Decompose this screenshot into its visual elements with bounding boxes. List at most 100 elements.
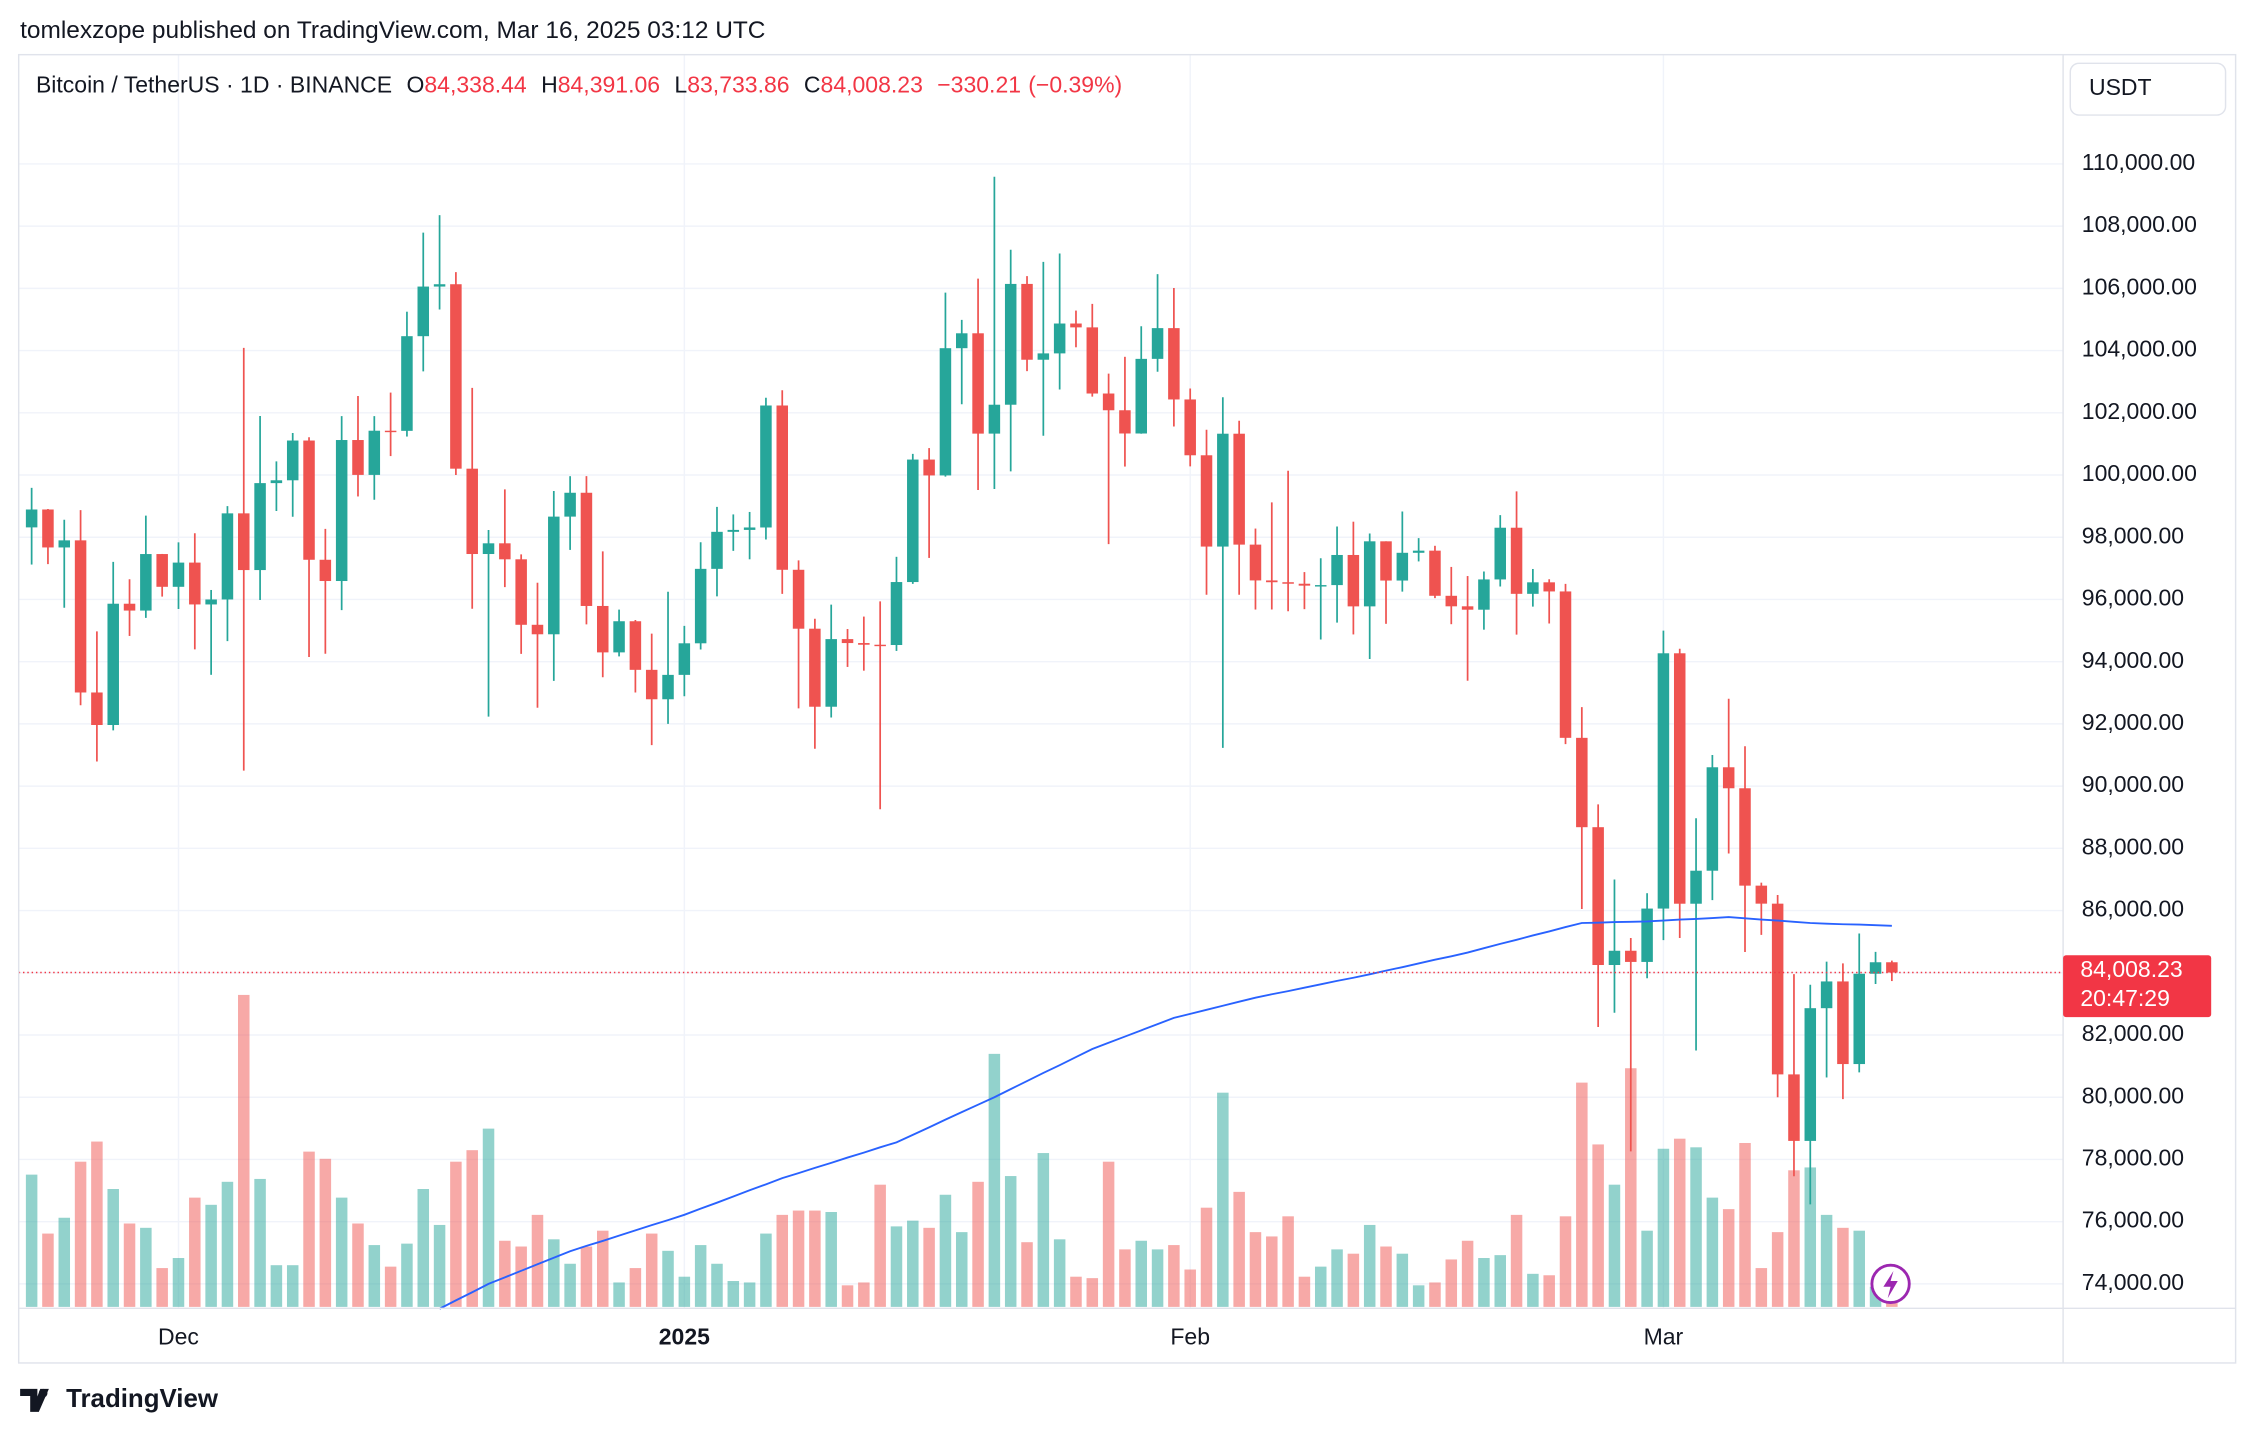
volume-bar bbox=[760, 1233, 772, 1307]
volume-bar bbox=[286, 1265, 299, 1307]
y-tick-label: 106,000.00 bbox=[2082, 273, 2197, 299]
volume-bar bbox=[189, 1197, 201, 1307]
volume-bar bbox=[123, 1223, 136, 1307]
volume-bar bbox=[874, 1184, 886, 1307]
candle-body bbox=[1151, 328, 1164, 359]
volume-bar bbox=[1527, 1273, 1539, 1307]
candle-body bbox=[548, 516, 560, 635]
y-tick-label: 92,000.00 bbox=[2082, 709, 2184, 735]
candle-body bbox=[1543, 582, 1555, 592]
x-tick-label: Dec bbox=[158, 1324, 199, 1350]
volume-bar bbox=[1200, 1207, 1213, 1307]
candle-body bbox=[352, 440, 364, 475]
candle-body bbox=[662, 674, 674, 700]
volume-bar bbox=[1086, 1278, 1099, 1307]
candle-body bbox=[694, 568, 707, 644]
candle-body bbox=[1625, 950, 1637, 962]
volume-bar bbox=[1625, 1068, 1637, 1307]
volume-bar bbox=[1641, 1230, 1653, 1307]
candle-body bbox=[825, 639, 837, 707]
candle-body bbox=[368, 430, 381, 475]
y-tick-label: 82,000.00 bbox=[2082, 1020, 2184, 1046]
volume-bar bbox=[1722, 1209, 1735, 1307]
candle-body bbox=[1673, 653, 1686, 904]
candle-body bbox=[1266, 580, 1278, 583]
volume-bar bbox=[205, 1204, 217, 1307]
volume-bar bbox=[1755, 1268, 1768, 1307]
y-tick-label: 74,000.00 bbox=[2082, 1269, 2184, 1295]
volume-bar bbox=[303, 1151, 315, 1307]
candle-body bbox=[1037, 353, 1050, 360]
candle-body bbox=[270, 480, 283, 484]
candle-body bbox=[580, 492, 593, 606]
candle-body bbox=[1820, 981, 1833, 1009]
frame bbox=[17, 53, 2237, 1364]
candle-body bbox=[1070, 323, 1082, 328]
candle-body bbox=[890, 582, 903, 646]
volume-bar bbox=[1151, 1249, 1164, 1307]
volume-bar bbox=[1396, 1253, 1409, 1307]
volume-bar bbox=[1282, 1216, 1294, 1307]
volume-bar bbox=[1788, 1170, 1800, 1307]
volume-bar bbox=[1543, 1275, 1555, 1307]
candle-body bbox=[1347, 554, 1360, 607]
candle-body bbox=[450, 284, 462, 469]
volume-bar bbox=[91, 1141, 103, 1307]
candle-body bbox=[1298, 583, 1311, 586]
candle-body bbox=[254, 483, 266, 571]
candle-body bbox=[1804, 1008, 1817, 1141]
candle-body bbox=[1641, 908, 1653, 962]
candle-body bbox=[1478, 579, 1490, 610]
candle-body bbox=[1739, 788, 1751, 886]
candle-body bbox=[678, 643, 691, 675]
currency[interactable]: USDT bbox=[2089, 74, 2152, 100]
candle-body bbox=[939, 348, 952, 476]
candle-body bbox=[335, 440, 348, 582]
volume-bar bbox=[466, 1150, 478, 1307]
volume-bar bbox=[580, 1246, 593, 1307]
volume-bar bbox=[1494, 1255, 1506, 1307]
volume-bar bbox=[1461, 1240, 1474, 1307]
volume-bar bbox=[1298, 1276, 1311, 1307]
volume-bar bbox=[1249, 1232, 1262, 1307]
volume-bar bbox=[694, 1245, 707, 1307]
candle-body bbox=[1086, 327, 1099, 394]
volume-bar bbox=[1478, 1258, 1490, 1307]
candle-body bbox=[1184, 399, 1196, 456]
volume-bar bbox=[1608, 1184, 1621, 1307]
volume-bar bbox=[1314, 1266, 1327, 1307]
candle-body bbox=[743, 527, 756, 530]
volume-bar bbox=[1690, 1147, 1702, 1307]
candle-body bbox=[1608, 950, 1621, 966]
candle-body bbox=[1314, 585, 1327, 587]
volume-bar bbox=[1673, 1138, 1686, 1307]
candle-body bbox=[1837, 981, 1849, 1065]
publisher: tomlexzope published on TradingView.com,… bbox=[20, 17, 765, 44]
candle-body bbox=[1004, 283, 1017, 405]
moving-average bbox=[439, 916, 1892, 1310]
volume-bar bbox=[1217, 1092, 1229, 1307]
currency-button[interactable] bbox=[2069, 62, 2227, 116]
volume-bar bbox=[1853, 1230, 1865, 1307]
candle-body bbox=[1135, 358, 1147, 434]
y-tick-label: 76,000.00 bbox=[2082, 1207, 2184, 1233]
change-pct: (−0.39%) bbox=[1028, 71, 1122, 97]
volume-bar bbox=[776, 1214, 789, 1307]
candle-body bbox=[1886, 962, 1898, 973]
candle-body bbox=[923, 459, 935, 476]
volume-bar bbox=[629, 1268, 642, 1307]
y-tick-label: 80,000.00 bbox=[2082, 1082, 2184, 1108]
volume-bar bbox=[1266, 1236, 1278, 1307]
volume-bar bbox=[955, 1232, 968, 1307]
change: −330.21 bbox=[937, 71, 1021, 97]
volume-bar bbox=[319, 1158, 332, 1307]
symbol: Bitcoin / TetherUS · 1D · BINANCE bbox=[36, 71, 392, 97]
candle-body bbox=[955, 333, 968, 349]
y-tick-label: 90,000.00 bbox=[2082, 771, 2184, 797]
volume-bar bbox=[645, 1233, 658, 1307]
candle-body bbox=[874, 644, 886, 647]
volume-bar bbox=[858, 1282, 870, 1307]
candle-body bbox=[988, 404, 1001, 434]
candle-body bbox=[809, 628, 821, 707]
candle-body bbox=[1119, 410, 1131, 434]
